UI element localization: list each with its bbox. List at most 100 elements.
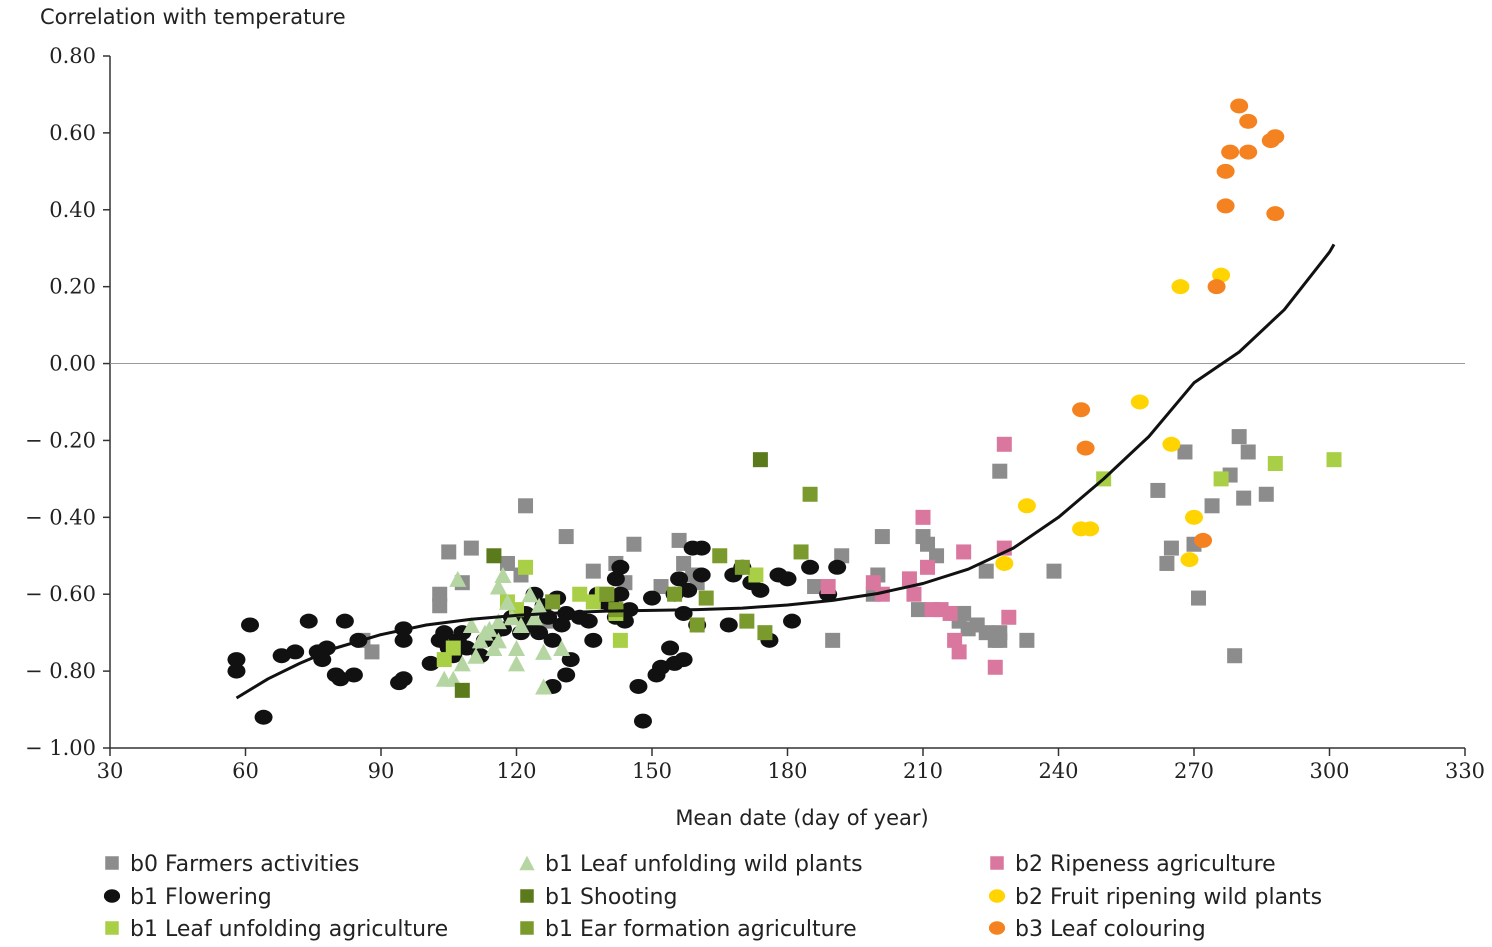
data-point bbox=[286, 644, 305, 660]
x-tick-label: 270 bbox=[1174, 759, 1214, 783]
data-point bbox=[874, 529, 890, 545]
data-point bbox=[734, 559, 750, 575]
legend-item: b1 Leaf unfolding agriculture bbox=[105, 917, 448, 942]
data-point bbox=[545, 594, 561, 610]
data-point bbox=[344, 667, 363, 683]
x-tick-label: 90 bbox=[368, 759, 395, 783]
data-point bbox=[521, 586, 539, 603]
data-point bbox=[956, 544, 972, 560]
x-tick-label: 180 bbox=[767, 759, 807, 783]
y-tick-label: 0.40 bbox=[49, 198, 96, 222]
data-point bbox=[674, 652, 693, 668]
data-point bbox=[585, 563, 601, 579]
x-tick-label: 210 bbox=[903, 759, 943, 783]
data-point bbox=[1194, 532, 1213, 548]
data-points bbox=[227, 98, 1342, 729]
data-point bbox=[778, 571, 797, 587]
legend-label: b0 Farmers activities bbox=[130, 852, 359, 877]
data-point bbox=[526, 609, 544, 626]
data-point bbox=[667, 586, 683, 602]
data-point bbox=[1162, 436, 1181, 452]
legend-item: b0 Farmers activities bbox=[105, 852, 359, 877]
data-point bbox=[992, 463, 1008, 479]
axes: Correlation with temperature Mean date (… bbox=[25, 5, 1485, 830]
data-point bbox=[1231, 429, 1247, 445]
series-b2-ripeness-agriculture bbox=[820, 436, 1017, 675]
data-point bbox=[1212, 267, 1231, 283]
x-tick-label: 240 bbox=[1038, 759, 1078, 783]
data-point bbox=[453, 655, 471, 672]
legend-item: b1 Flowering bbox=[103, 885, 272, 910]
data-point bbox=[1236, 490, 1252, 506]
legend-marker bbox=[520, 921, 534, 935]
data-point bbox=[463, 540, 479, 556]
data-point bbox=[1130, 394, 1149, 410]
y-axis-title: Correlation with temperature bbox=[40, 5, 346, 29]
data-point bbox=[679, 582, 698, 598]
data-point bbox=[489, 613, 507, 630]
data-point bbox=[335, 613, 354, 629]
data-point bbox=[751, 582, 770, 598]
data-point bbox=[1266, 129, 1285, 145]
data-point bbox=[920, 536, 936, 552]
data-point bbox=[272, 648, 291, 664]
data-point bbox=[1216, 198, 1235, 214]
data-point bbox=[503, 609, 521, 626]
x-tick-label: 60 bbox=[232, 759, 259, 783]
data-point bbox=[1267, 456, 1283, 472]
data-point bbox=[633, 713, 652, 729]
data-point bbox=[643, 590, 661, 606]
data-point bbox=[331, 671, 350, 687]
data-point bbox=[1180, 552, 1199, 568]
data-point bbox=[1239, 113, 1258, 129]
data-point bbox=[942, 605, 958, 621]
data-point bbox=[1266, 206, 1285, 222]
data-point bbox=[652, 659, 671, 675]
data-point bbox=[828, 559, 847, 575]
data-point bbox=[951, 644, 967, 660]
data-point bbox=[535, 643, 553, 660]
y-tick-label: 0.60 bbox=[49, 121, 96, 145]
data-point bbox=[1017, 498, 1036, 514]
data-point bbox=[692, 567, 711, 583]
data-point bbox=[692, 540, 711, 556]
data-point bbox=[579, 613, 598, 629]
data-point bbox=[901, 571, 917, 587]
data-point bbox=[432, 598, 448, 614]
data-point bbox=[689, 617, 705, 633]
data-point bbox=[802, 486, 818, 502]
data-point bbox=[1171, 279, 1190, 295]
data-point bbox=[317, 640, 336, 656]
y-tick-label: 0.80 bbox=[49, 44, 96, 68]
data-point bbox=[1177, 444, 1193, 460]
data-point bbox=[748, 567, 764, 583]
data-point bbox=[1221, 144, 1240, 160]
trend-line bbox=[235, 243, 1336, 700]
data-point bbox=[752, 452, 768, 468]
data-point bbox=[1081, 521, 1100, 537]
y-tick-label: − 0.20 bbox=[25, 428, 96, 452]
y-tick-label: 0.20 bbox=[49, 275, 96, 299]
legend-marker bbox=[103, 889, 121, 903]
data-point bbox=[432, 586, 448, 602]
data-point bbox=[454, 682, 470, 698]
data-point bbox=[535, 678, 553, 695]
legend-marker bbox=[990, 856, 1004, 870]
y-tick-label: − 0.60 bbox=[25, 582, 96, 606]
data-point bbox=[1150, 482, 1166, 498]
legend-item: b1 Shooting bbox=[520, 885, 677, 910]
data-point bbox=[364, 644, 380, 660]
data-point bbox=[435, 625, 454, 641]
legend-label: b2 Ripeness agriculture bbox=[1015, 852, 1276, 877]
legend-label: b1 Leaf unfolding wild plants bbox=[545, 852, 863, 877]
data-point bbox=[820, 579, 836, 595]
data-point bbox=[676, 555, 692, 571]
data-point bbox=[1258, 486, 1274, 502]
data-point bbox=[512, 616, 530, 633]
legend-item: b3 Leaf colouring bbox=[988, 917, 1206, 942]
data-point bbox=[865, 575, 881, 591]
data-point bbox=[671, 532, 687, 548]
legend-label: b1 Flowering bbox=[130, 885, 272, 910]
